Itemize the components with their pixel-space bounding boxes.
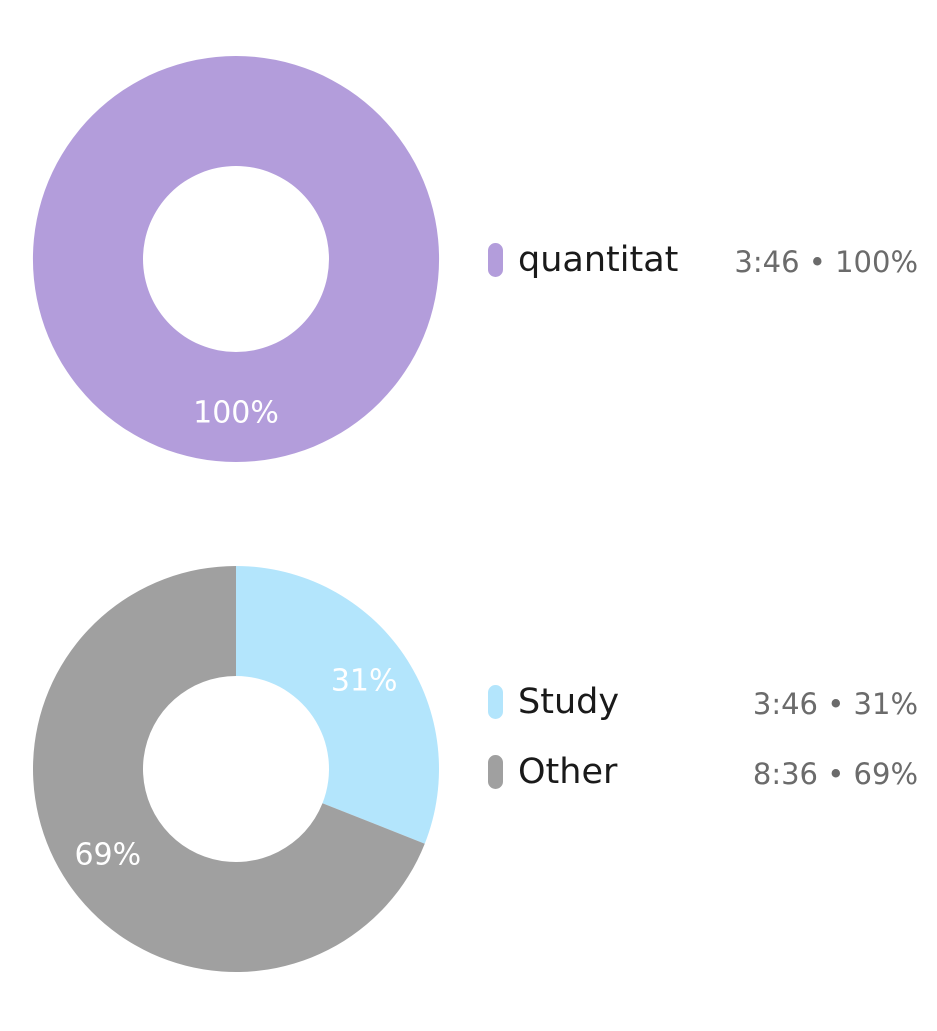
legend-item-study[interactable]: Study 3:46 • 31%: [488, 682, 918, 722]
legend-label: quantitat: [518, 240, 679, 280]
donut-chart-1-svg: 100%: [32, 55, 440, 463]
donut-chart-2-svg: 31% 69%: [32, 566, 439, 972]
donut-chart-1: 100% quantitat 3:46 • 100%: [0, 0, 937, 510]
pie-slice-study[interactable]: [236, 566, 439, 844]
legend-swatch: [488, 685, 503, 719]
legend-2: Study 3:46 • 31% Other 8:36 • 69%: [488, 682, 918, 822]
slice-percent-label: 69%: [74, 838, 141, 873]
legend-label: Study: [518, 682, 620, 722]
slice-percent-label: 100%: [193, 396, 279, 431]
legend-value: 3:46 • 100%: [734, 245, 918, 279]
pie-slice-other[interactable]: [32, 566, 425, 972]
slice-percent-label: 31%: [331, 663, 398, 698]
legend-item-other[interactable]: Other 8:36 • 69%: [488, 752, 918, 792]
legend-item-quantitat[interactable]: quantitat 3:46 • 100%: [488, 240, 918, 280]
legend-value: 8:36 • 69%: [752, 757, 918, 791]
pie-slice-quantitat[interactable]: [32, 55, 440, 463]
legend-1: quantitat 3:46 • 100%: [488, 240, 918, 310]
legend-label: Other: [518, 752, 618, 792]
legend-value: 3:46 • 31%: [752, 687, 918, 721]
legend-swatch: [488, 755, 503, 789]
donut-chart-2: 31% 69% Study 3:46 • 31% Other 8:36 • 69%: [0, 510, 937, 1031]
legend-swatch: [488, 243, 503, 277]
